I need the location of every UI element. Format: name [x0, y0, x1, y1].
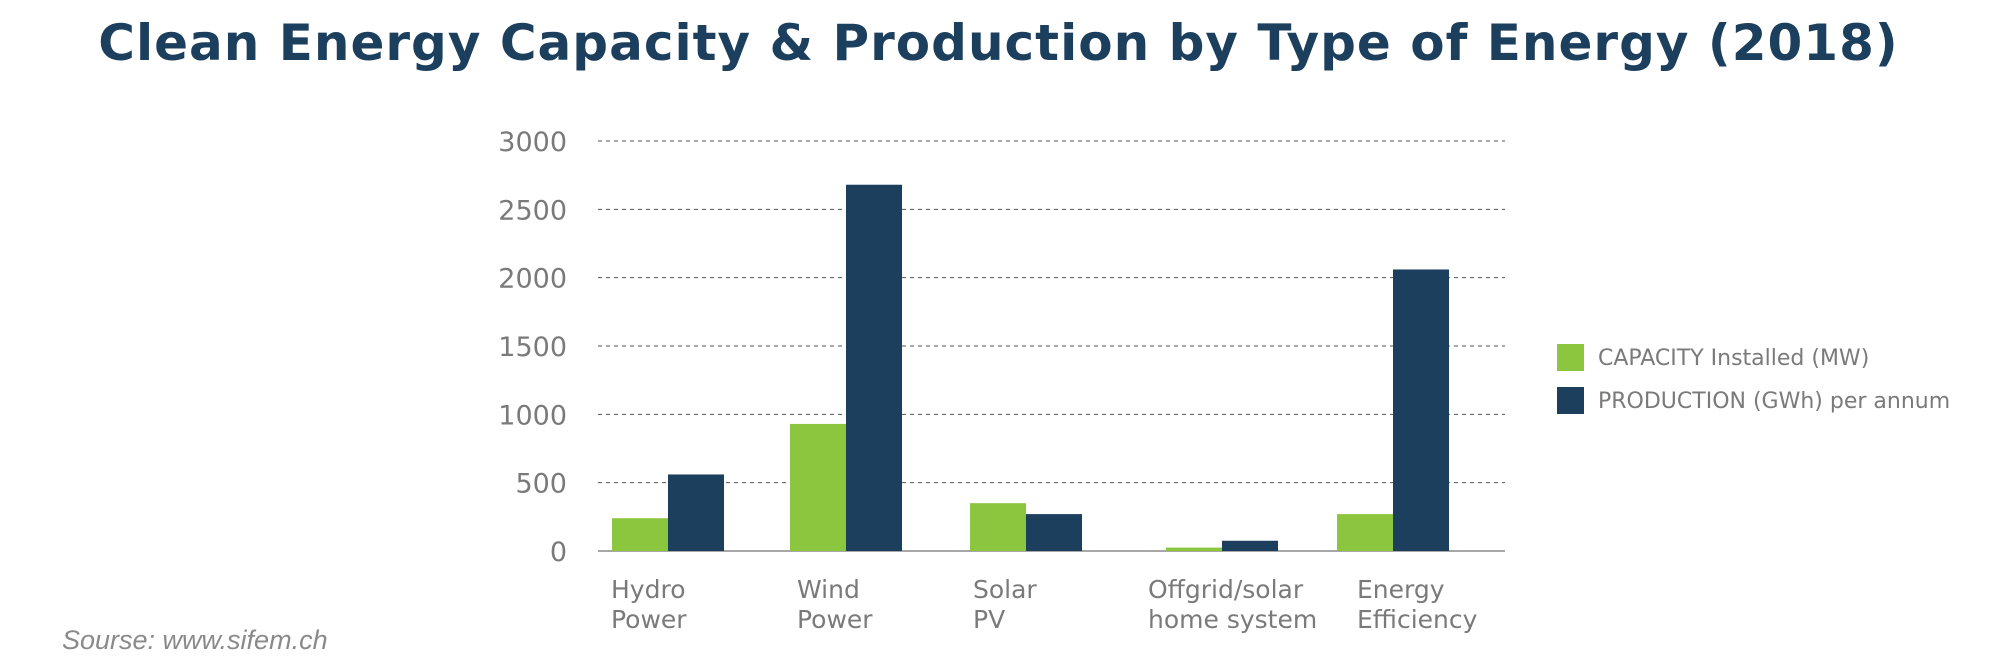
y-tick-label: 1500 [498, 332, 567, 363]
x-tick-label: Power [797, 605, 873, 634]
x-tick-label: Solar [973, 575, 1037, 604]
legend: CAPACITY Installed (MW) PRODUCTION (GWh) … [1557, 344, 1950, 414]
y-tick-label: 1000 [498, 400, 567, 431]
y-tick-label: 3000 [498, 127, 567, 158]
x-tick-label: Efficiency [1357, 605, 1478, 634]
gridlines [598, 140, 1505, 552]
y-axis-ticks: 0 500 1000 1500 2000 2500 3000 [498, 127, 567, 568]
x-tick-label: Power [611, 605, 687, 634]
x-axis-ticks: HydroPowerWindPowerSolarPVOffgrid/solarh… [611, 575, 1478, 634]
y-tick-label: 2500 [498, 195, 567, 226]
chart-title: Clean Energy Capacity & Production by Ty… [98, 14, 1899, 72]
legend-swatch [1557, 387, 1584, 414]
capacity-bar [1166, 547, 1222, 551]
x-tick-label: Offgrid/solar [1148, 575, 1304, 604]
bars [612, 184, 1449, 551]
production-bar [1222, 540, 1278, 551]
capacity-bar [970, 503, 1026, 551]
legend-label: CAPACITY Installed (MW) [1598, 346, 1869, 371]
legend-swatch [1557, 344, 1584, 371]
capacity-bar [612, 518, 668, 551]
y-tick-label: 2000 [498, 264, 567, 295]
capacity-bar [1337, 514, 1393, 551]
x-tick-label: home system [1148, 605, 1317, 634]
legend-label: PRODUCTION (GWh) per annum [1598, 389, 1950, 414]
production-bar [1026, 514, 1082, 551]
source-note: Sourse: www.sifem.ch [62, 625, 328, 655]
y-tick-label: 500 [515, 469, 567, 500]
capacity-bar [790, 423, 846, 551]
x-tick-label: Energy [1357, 575, 1445, 604]
x-tick-label: PV [973, 605, 1005, 634]
x-tick-label: Wind [797, 575, 860, 604]
y-tick-label: 0 [550, 537, 567, 568]
production-bar [668, 474, 724, 551]
production-bar [1393, 269, 1449, 551]
x-tick-label: Hydro [611, 575, 686, 604]
production-bar [846, 184, 902, 551]
